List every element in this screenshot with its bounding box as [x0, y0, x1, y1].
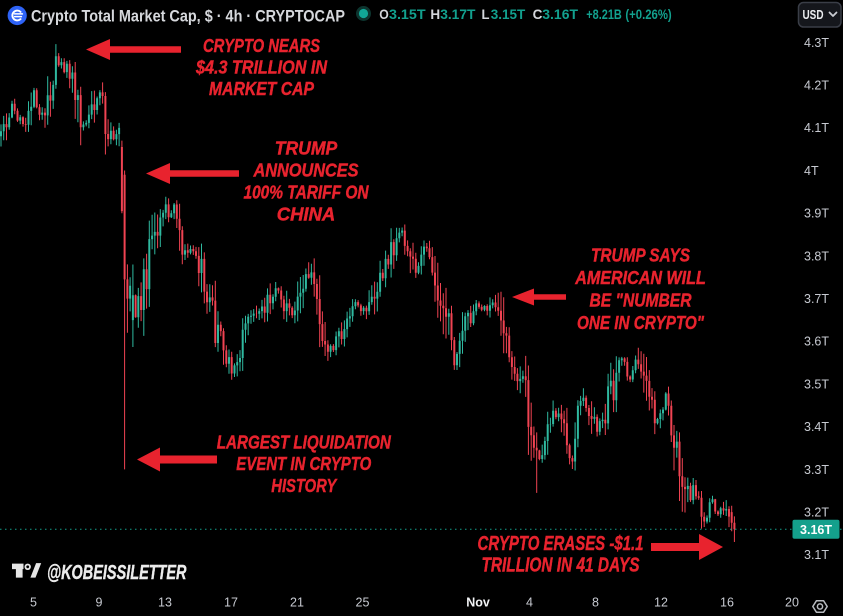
svg-text:3.7T: 3.7T	[804, 292, 829, 306]
svg-text:4.2T: 4.2T	[804, 79, 829, 93]
svg-text:8: 8	[592, 596, 599, 610]
svg-text:3.9T: 3.9T	[804, 207, 829, 221]
svg-text:MARKET CAP: MARKET CAP	[209, 78, 315, 99]
svg-text:3.17T: 3.17T	[440, 6, 476, 22]
svg-text:C: C	[533, 6, 543, 22]
svg-text:H: H	[430, 6, 440, 22]
svg-text:ONE IN CRYPTO": ONE IN CRYPTO"	[577, 312, 704, 333]
svg-text:CRYPTO NEARS: CRYPTO NEARS	[203, 35, 321, 56]
svg-text:4.3T: 4.3T	[804, 36, 829, 50]
svg-text:25: 25	[356, 596, 370, 610]
svg-text:3.15T: 3.15T	[389, 6, 426, 22]
svg-text:4: 4	[526, 596, 533, 610]
svg-text:CRYPTO ERASES -$1.1: CRYPTO ERASES -$1.1	[478, 532, 644, 555]
svg-text:TRILLION IN 41 DAYS: TRILLION IN 41 DAYS	[482, 554, 640, 577]
svg-text:CHINA: CHINA	[277, 204, 336, 225]
svg-text:HISTORY: HISTORY	[271, 475, 337, 496]
svg-text:17: 17	[224, 596, 238, 610]
svg-text:USD: USD	[803, 7, 824, 22]
svg-text:9: 9	[96, 596, 103, 610]
svg-text:4.1T: 4.1T	[804, 121, 829, 135]
svg-text:3.16T: 3.16T	[542, 6, 578, 22]
svg-text:AMERICAN WILL: AMERICAN WILL	[574, 267, 705, 288]
svg-text:(+0.26%): (+0.26%)	[625, 6, 671, 22]
svg-text:TRUMP: TRUMP	[275, 138, 338, 159]
svg-text:3.6T: 3.6T	[804, 335, 829, 349]
svg-text:3.3T: 3.3T	[804, 463, 829, 477]
svg-text:21: 21	[290, 596, 304, 610]
svg-text:3.15T: 3.15T	[491, 6, 526, 22]
svg-text:O: O	[379, 6, 389, 22]
svg-text:Nov: Nov	[466, 596, 490, 610]
svg-text:+8.21B: +8.21B	[586, 6, 622, 22]
svg-text:12: 12	[654, 596, 668, 610]
svg-text:@KOBEISSILETTER: @KOBEISSILETTER	[47, 561, 187, 584]
svg-text:L: L	[482, 6, 490, 22]
svg-text:3.5T: 3.5T	[804, 377, 829, 391]
svg-text:3.8T: 3.8T	[804, 249, 829, 263]
svg-text:20: 20	[785, 596, 799, 610]
svg-text:3.2T: 3.2T	[804, 506, 829, 520]
svg-text:100% TARIFF ON: 100% TARIFF ON	[244, 182, 370, 203]
svg-text:ANNOUNCES: ANNOUNCES	[253, 160, 359, 181]
svg-text:$4.3 TRILLION IN: $4.3 TRILLION IN	[195, 57, 327, 78]
svg-text:3.4T: 3.4T	[804, 420, 829, 434]
svg-text:3.16T: 3.16T	[800, 523, 832, 537]
svg-text:5: 5	[30, 596, 37, 610]
svg-text:16: 16	[720, 596, 734, 610]
svg-text:Crypto Total Market Cap, $ · 4: Crypto Total Market Cap, $ · 4h · CRYPTO…	[31, 7, 345, 25]
svg-text:LARGEST LIQUIDATION: LARGEST LIQUIDATION	[217, 431, 392, 452]
svg-text:EVENT IN CRYPTO: EVENT IN CRYPTO	[236, 453, 371, 474]
svg-text:3.1T: 3.1T	[804, 548, 829, 562]
svg-text:BE "NUMBER: BE "NUMBER	[590, 289, 693, 310]
svg-text:TRUMP SAYS: TRUMP SAYS	[591, 245, 691, 266]
svg-text:4T: 4T	[804, 164, 819, 178]
svg-text:13: 13	[158, 596, 172, 610]
